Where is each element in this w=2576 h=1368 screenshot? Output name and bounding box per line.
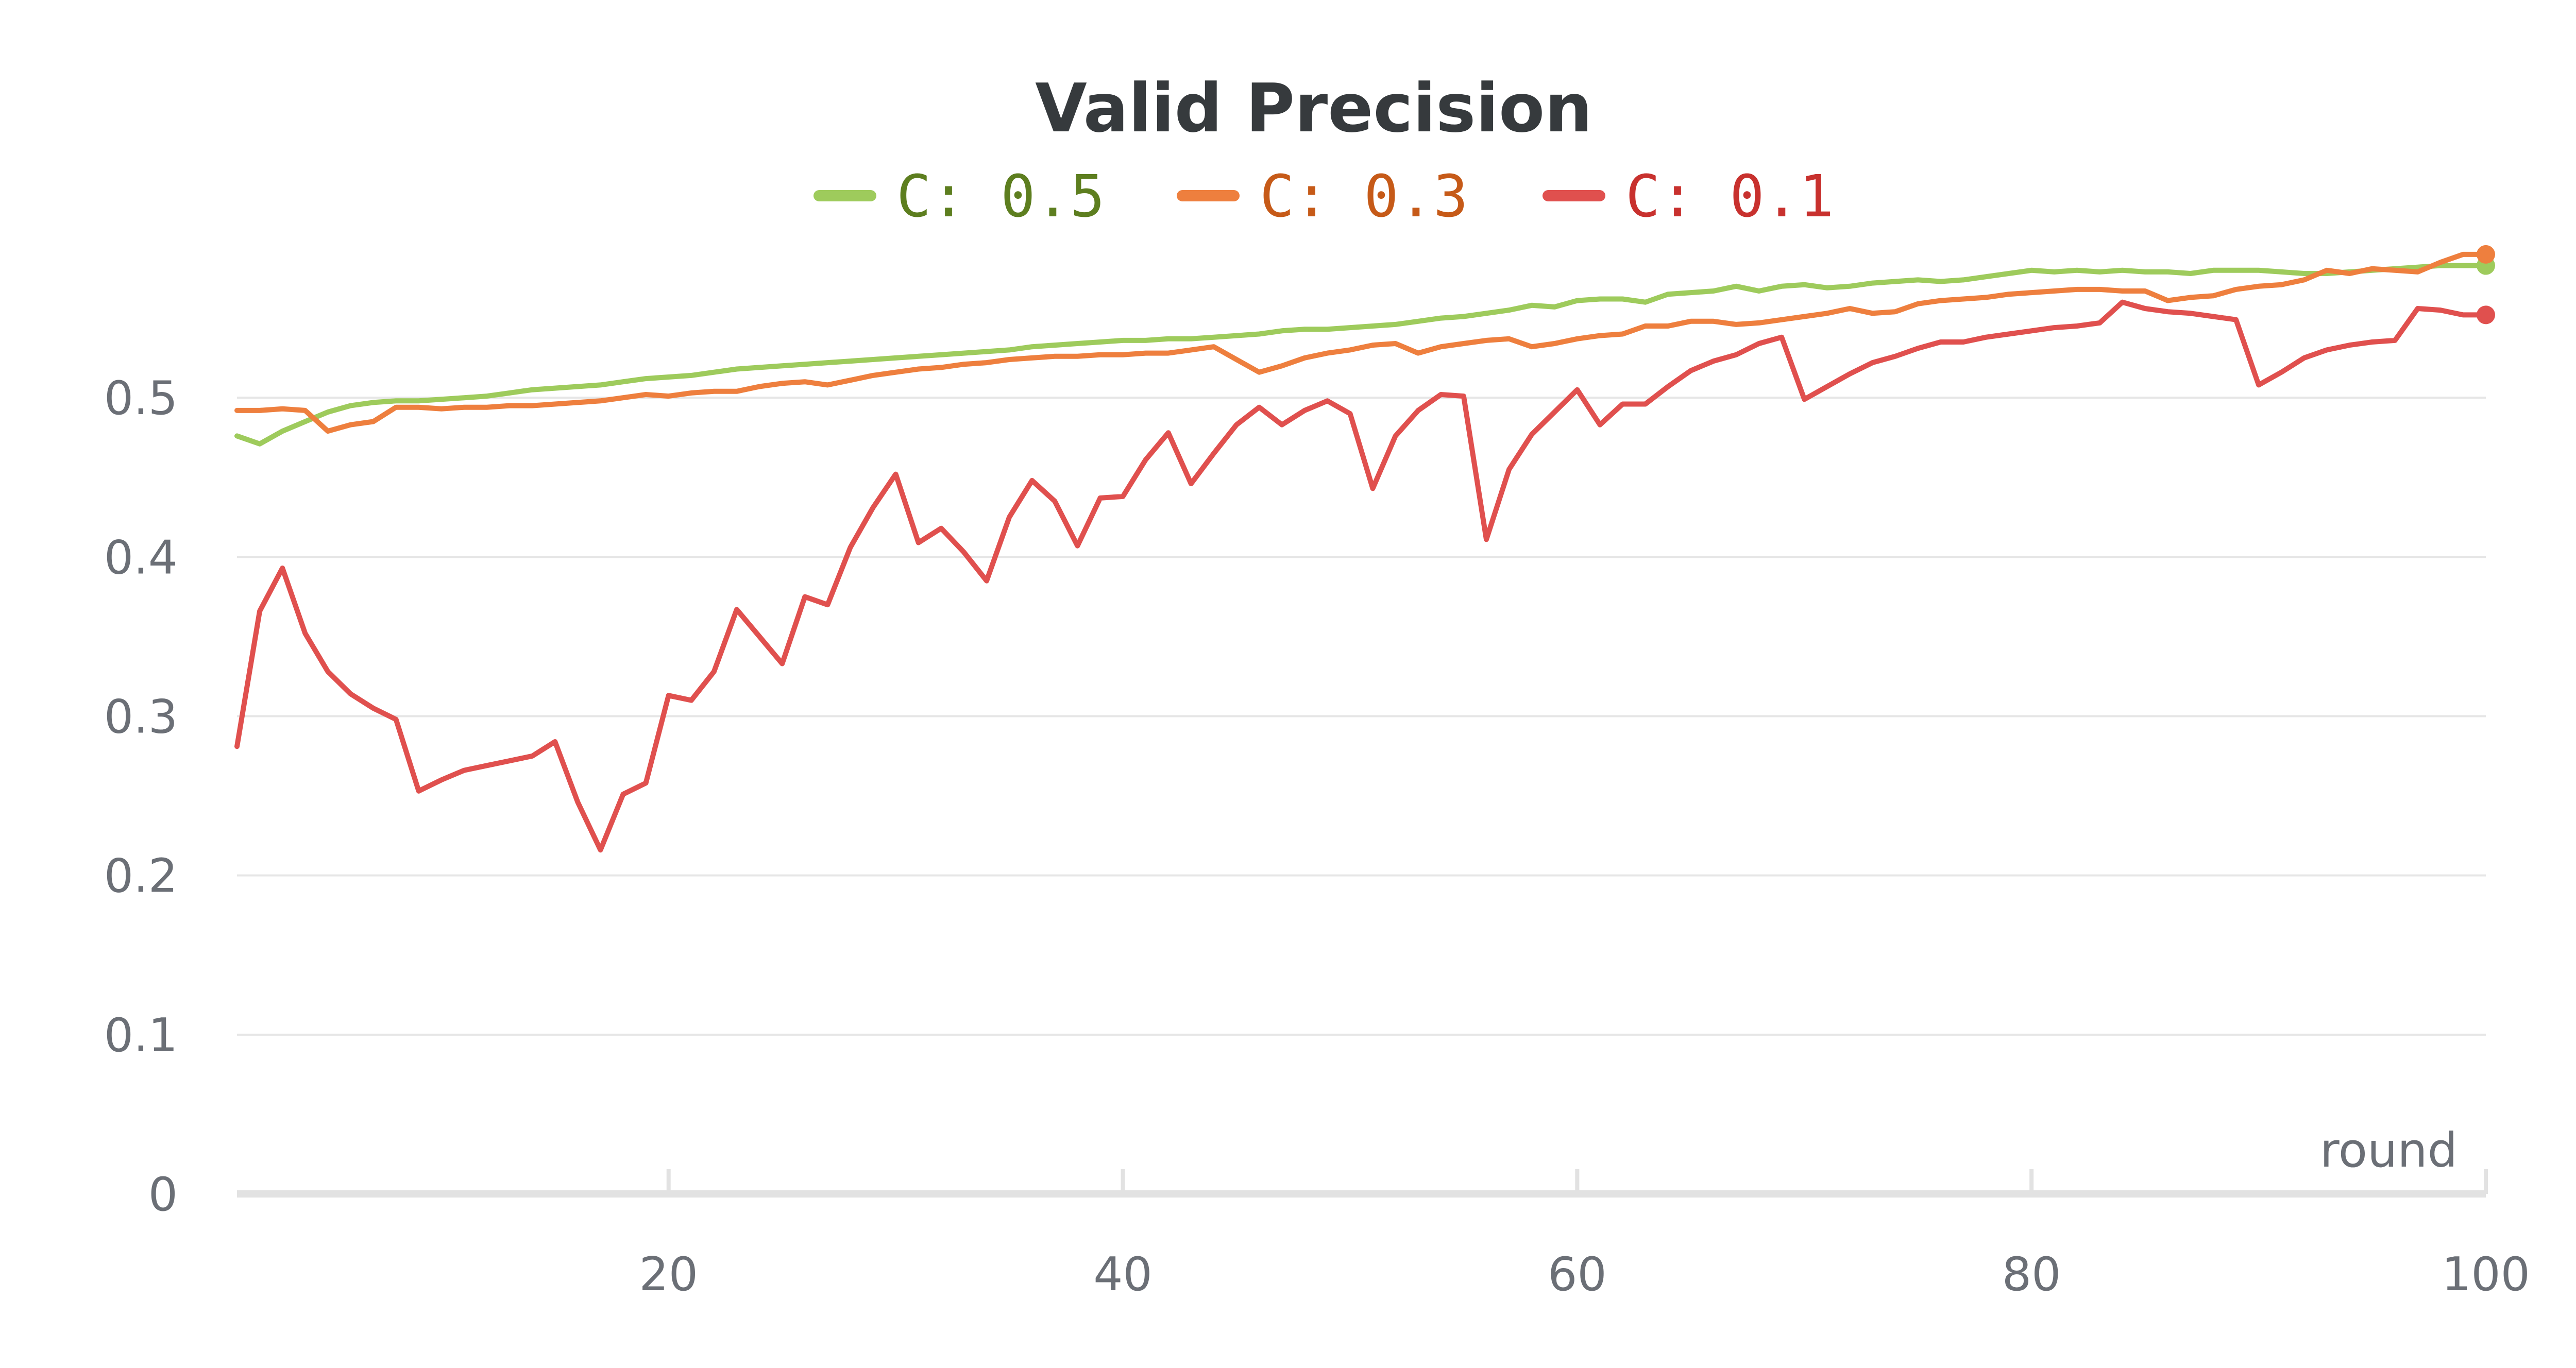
x-tick-label: 60 [1548, 1247, 1607, 1302]
y-tick-label: 0.3 [104, 690, 178, 744]
series-end-marker [2477, 245, 2495, 264]
y-axis: 0 0.1 0.2 0.3 0.4 0.5 [104, 371, 178, 1222]
x-tick-label: 100 [2442, 1247, 2530, 1302]
y-tick-label: 0.1 [104, 1008, 178, 1063]
x-axis: 20 40 60 80 100 [237, 1169, 2530, 1302]
y-tick-label: 0 [148, 1168, 178, 1222]
x-tick-label: 40 [1093, 1247, 1153, 1302]
x-tick-label: 20 [639, 1247, 698, 1302]
legend-item: C: 0.1 [1543, 163, 1834, 230]
grid [237, 397, 2486, 1036]
legend: C: 0.5 C: 0.3 C: 0.1 [814, 163, 1834, 230]
y-tick-label: 0.2 [104, 849, 178, 903]
series-line [234, 251, 2488, 434]
legend-label: C: 0.1 [1625, 163, 1834, 230]
series-end-marker [2477, 305, 2495, 324]
legend-item: C: 0.5 [814, 163, 1105, 230]
series-line [234, 299, 2488, 853]
y-tick-label: 0.4 [104, 531, 178, 585]
series [234, 245, 2495, 853]
legend-item: C: 0.3 [1177, 163, 1468, 230]
chart-title: Valid Precision [1035, 69, 1592, 147]
legend-label: C: 0.5 [896, 163, 1105, 230]
x-axis-title: round [2320, 1123, 2458, 1178]
series-line [234, 263, 2488, 447]
y-tick-label: 0.5 [104, 371, 178, 425]
legend-label: C: 0.3 [1260, 163, 1468, 230]
x-tick-label: 80 [2002, 1247, 2061, 1302]
